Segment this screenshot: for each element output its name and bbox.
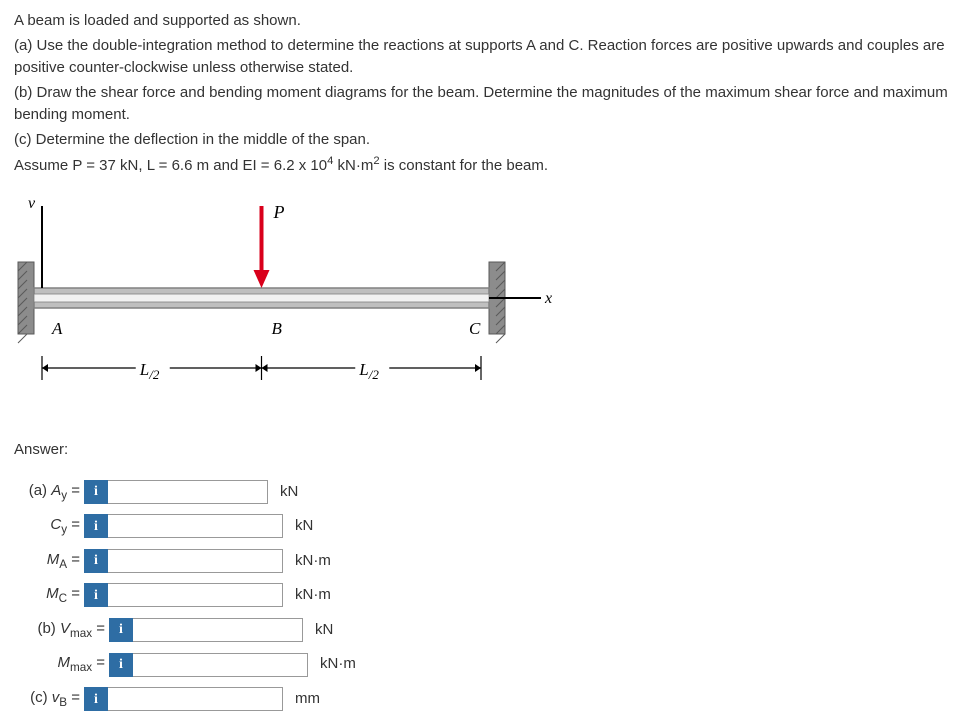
- answer-row: (c) vB = i mm: [14, 687, 953, 712]
- answer-input[interactable]: [108, 480, 268, 504]
- answer-label: (c) vB =: [14, 687, 84, 712]
- intro-line: A beam is loaded and supported as shown.: [14, 10, 953, 33]
- answer-unit: kN·m: [283, 550, 331, 573]
- answer-label: Cy =: [14, 514, 84, 539]
- info-icon[interactable]: i: [84, 583, 108, 607]
- info-icon[interactable]: i: [84, 687, 108, 711]
- assume-line: Assume P = 37 kN, L = 6.6 m and EI = 6.2…: [14, 153, 953, 178]
- beam-diagram: vxPABCL/2L/2: [14, 188, 953, 426]
- answer-row: (b) Vmax = i kN: [14, 618, 953, 643]
- answer-label: (b) Vmax =: [14, 618, 109, 643]
- answer-row: MC = i kN·m: [14, 583, 953, 608]
- answer-input[interactable]: [108, 514, 283, 538]
- info-icon[interactable]: i: [84, 514, 108, 538]
- answer-unit: kN: [268, 481, 298, 504]
- answer-unit: kN·m: [308, 653, 356, 676]
- svg-text:C: C: [469, 319, 481, 338]
- answer-input[interactable]: [133, 653, 308, 677]
- svg-text:A: A: [51, 319, 63, 338]
- answer-label: MC =: [14, 583, 84, 608]
- answer-row: Cy = i kN: [14, 514, 953, 539]
- answer-row: MA = i kN·m: [14, 549, 953, 574]
- answer-row: (a) Ay = i kN: [14, 480, 953, 505]
- part-c-line: (c) Determine the deflection in the midd…: [14, 129, 953, 152]
- part-b-line: (b) Draw the shear force and bending mom…: [14, 82, 953, 127]
- answer-label: MA =: [14, 549, 84, 574]
- answer-unit: kN: [283, 515, 313, 538]
- info-icon[interactable]: i: [109, 618, 133, 642]
- svg-text:P: P: [273, 202, 285, 222]
- answer-input[interactable]: [133, 618, 303, 642]
- answer-unit: kN: [303, 619, 333, 642]
- problem-statement: A beam is loaded and supported as shown.…: [14, 10, 953, 178]
- answer-heading: Answer:: [14, 439, 953, 462]
- svg-text:x: x: [544, 290, 552, 307]
- answer-label: Mmax =: [14, 652, 109, 677]
- answer-input[interactable]: [108, 583, 283, 607]
- answer-rows-container: (a) Ay = i kN Cy = i kN MA = i kN·m MC = i kN·m…: [14, 480, 953, 712]
- info-icon[interactable]: i: [109, 653, 133, 677]
- part-a-line: (a) Use the double-integration method to…: [14, 35, 953, 80]
- svg-text:v: v: [28, 195, 36, 212]
- info-icon[interactable]: i: [84, 480, 108, 504]
- info-icon[interactable]: i: [84, 549, 108, 573]
- answer-label: (a) Ay =: [14, 480, 84, 505]
- answer-unit: mm: [283, 688, 320, 711]
- beam-svg: vxPABCL/2L/2: [14, 188, 554, 418]
- answer-row: Mmax = i kN·m: [14, 652, 953, 677]
- answer-input[interactable]: [108, 687, 283, 711]
- answer-unit: kN·m: [283, 584, 331, 607]
- answer-input[interactable]: [108, 549, 283, 573]
- svg-text:B: B: [272, 319, 283, 338]
